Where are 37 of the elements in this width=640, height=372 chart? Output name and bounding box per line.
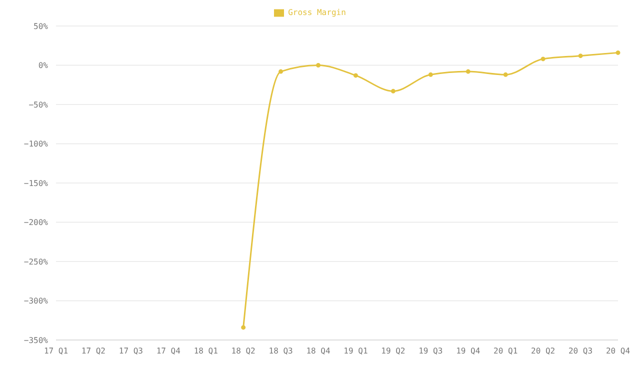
point bbox=[578, 54, 583, 58]
x-tick-label: 20 Q3 bbox=[568, 346, 593, 356]
point bbox=[503, 72, 508, 77]
x-tick-label: 20 Q2 bbox=[531, 346, 556, 356]
x-tick-label: 18 Q3 bbox=[268, 346, 294, 356]
x-tick-label: 17 Q1 bbox=[44, 346, 68, 356]
x-tick-label: 19 Q3 bbox=[418, 346, 443, 356]
y-tick-label: −350% bbox=[24, 336, 48, 345]
x-tick-label: 18 Q4 bbox=[306, 346, 330, 356]
y-tick-label: −150% bbox=[24, 178, 48, 188]
legend-label: Gross Margin bbox=[288, 8, 346, 18]
y-tick-label: 50% bbox=[34, 22, 48, 31]
x-tick-label: 19 Q4 bbox=[456, 346, 480, 356]
point bbox=[616, 50, 620, 55]
point bbox=[540, 56, 546, 62]
x-tick-label: 19 Q2 bbox=[381, 346, 406, 356]
x-tick-label: 17 Q3 bbox=[118, 346, 144, 356]
y-tick-label: 0% bbox=[38, 61, 48, 70]
y-tick-label: −250% bbox=[24, 257, 48, 266]
point bbox=[241, 325, 246, 330]
x-tick-label: 18 Q1 bbox=[194, 346, 218, 356]
y-tick-label: −200% bbox=[24, 218, 48, 228]
x-tick-label: 20 Q4 bbox=[606, 346, 630, 356]
x-tick-label: 19 Q1 bbox=[344, 346, 368, 356]
point bbox=[316, 63, 321, 68]
x-tick-label: 17 Q2 bbox=[81, 346, 106, 356]
x-tick-label: 20 Q1 bbox=[494, 346, 518, 356]
point bbox=[390, 88, 396, 94]
x-tick-label: 17 Q4 bbox=[156, 346, 181, 356]
point bbox=[353, 73, 358, 78]
point bbox=[428, 72, 433, 77]
y-tick-label: −100% bbox=[24, 140, 48, 149]
point bbox=[278, 69, 284, 74]
y-tick-label: −50% bbox=[28, 100, 48, 110]
point bbox=[466, 69, 470, 74]
x-tick-label: 18 Q2 bbox=[231, 346, 256, 356]
y-tick-label: −300% bbox=[24, 296, 48, 306]
